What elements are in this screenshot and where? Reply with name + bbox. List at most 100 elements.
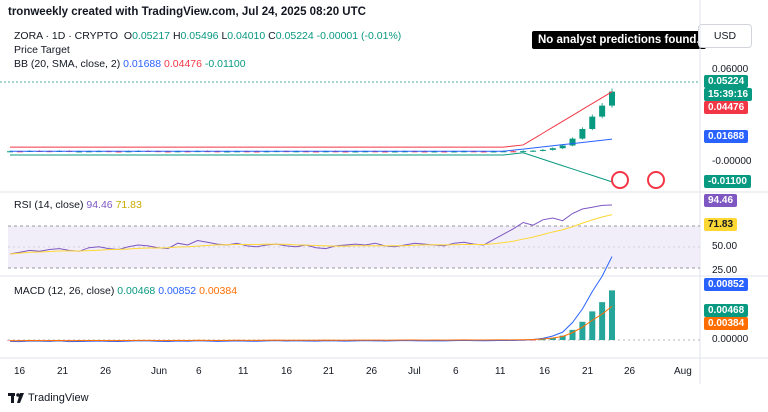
- footer-brand-text: TradingView: [28, 392, 89, 404]
- macd-hist-value: 0.00384: [199, 285, 238, 297]
- candle-body: [342, 151, 349, 153]
- macd-label: MACD (12, 26, close): [14, 285, 115, 297]
- no-analyst-banner: No analyst predictions found.: [532, 31, 706, 49]
- us-flag-event-icon[interactable]: [611, 171, 629, 189]
- candle-body: [164, 151, 171, 153]
- bb-lower-line: [10, 152, 613, 183]
- candle-body: [76, 151, 83, 153]
- rsi-ma-value: 71.83: [115, 199, 142, 211]
- macd-signal-value: 0.00852: [158, 285, 197, 297]
- open-label: O: [123, 30, 133, 42]
- candle-body: [382, 151, 389, 153]
- candle-body: [451, 151, 458, 153]
- time-axis-label: 16: [281, 366, 293, 377]
- time-axis-label: 21: [582, 366, 594, 377]
- time-axis-label: 11: [238, 366, 249, 377]
- candle-body: [480, 151, 487, 153]
- candle-body: [312, 151, 319, 153]
- candle-body: [391, 151, 398, 153]
- rsi-legend[interactable]: RSI (14, close) 94.46 71.83: [14, 199, 142, 211]
- macd-hist-bar: [589, 311, 596, 340]
- time-axis-label: Jul: [408, 366, 421, 377]
- candle-body: [510, 151, 517, 153]
- candle-body: [559, 145, 566, 149]
- symbol-legend: ZORA · 1D · CRYPTO O0.05217 H0.05496 L0.…: [14, 30, 401, 42]
- candle-body: [421, 151, 428, 153]
- bb-lower-tag: -0.01100: [704, 175, 751, 188]
- bb-upper-value: 0.04476: [164, 58, 202, 70]
- bb-basis-line: [10, 138, 613, 152]
- macd-line: [9, 256, 613, 343]
- bb-basis-tag: 0.01688: [704, 130, 749, 143]
- macd-hist-bar: [609, 290, 615, 340]
- open-value: 0.05217: [132, 30, 171, 42]
- time-axis-label: 16: [539, 366, 551, 377]
- bb-upper-line: [10, 91, 613, 148]
- time-axis-label: 26: [366, 366, 378, 377]
- candle-body: [352, 151, 359, 153]
- macd-legend[interactable]: MACD (12, 26, close) 0.00468 0.00852 0.0…: [14, 285, 237, 297]
- footer-brand[interactable]: TradingView: [8, 392, 89, 404]
- macd-hist-bar: [579, 321, 586, 340]
- time-axis-label: 16: [14, 366, 26, 377]
- bb-lower-value: -0.01100: [204, 58, 246, 70]
- candle-body: [589, 116, 596, 129]
- last-price-tag: 0.05224: [704, 75, 749, 88]
- rsi-ma-line: [9, 214, 613, 255]
- rsi-axis-25: 25.00: [712, 265, 738, 276]
- high-label: H: [172, 30, 181, 42]
- candle-body: [530, 150, 537, 152]
- rsi-value-tag: 94.46: [704, 194, 738, 207]
- candle-body: [549, 148, 556, 150]
- candle-body: [520, 151, 527, 153]
- tradingview-logo-icon: [8, 393, 24, 403]
- time-axis[interactable]: 16 21 26 Jun 6 11 16 21 26 Jul 6 11 16 21 26 Aug: [0, 366, 700, 380]
- time-axis-label: 6: [196, 366, 202, 377]
- close-value: 0.05224: [275, 30, 314, 42]
- rsi-ma-tag: 71.83: [704, 218, 738, 231]
- us-flag-event-icon-2[interactable]: [647, 171, 665, 189]
- price-axis-000: -0.00000: [712, 156, 752, 167]
- macd-axis-0: 0.00000: [712, 334, 749, 345]
- bb-upper-tag: 0.04476: [704, 101, 749, 114]
- countdown-tag: 15:39:16: [704, 88, 753, 101]
- high-value: 0.05496: [180, 30, 219, 42]
- low-label: L: [221, 30, 228, 42]
- close-label: C: [268, 30, 276, 42]
- time-axis-label: 21: [323, 366, 335, 377]
- bb-label: BB (20, SMA, close, 2): [14, 58, 121, 70]
- macd-value: 0.00468: [117, 285, 156, 297]
- bb-legend[interactable]: BB (20, SMA, close, 2) 0.01688 0.04476 -…: [14, 58, 246, 70]
- candle-body: [569, 138, 576, 146]
- time-axis-label: Aug: [674, 366, 692, 377]
- candle-body: [115, 151, 122, 153]
- candle-body: [490, 151, 497, 153]
- low-value: 0.04010: [227, 30, 266, 42]
- bb-basis-value: 0.01688: [123, 58, 162, 70]
- macd-hist-bar: [539, 339, 546, 341]
- macd-hist-tag: 0.00384: [704, 317, 749, 330]
- symbol-name[interactable]: ZORA · 1D · CRYPTO: [14, 30, 119, 42]
- price-target-label[interactable]: Price Target: [14, 44, 70, 56]
- macd-hist-bar: [530, 340, 537, 341]
- candle-body: [539, 149, 546, 151]
- currency-button[interactable]: USD: [698, 24, 752, 48]
- candle-body: [599, 105, 606, 117]
- rsi-value: 94.46: [86, 199, 113, 211]
- candle-body: [609, 91, 615, 106]
- macd-signal-line: [9, 305, 613, 342]
- time-axis-label: 21: [57, 366, 69, 377]
- macd-hist-bar: [7, 340, 13, 341]
- change-value: -0.00001 (-0.01%): [316, 30, 402, 42]
- macd-hist-bar: [599, 302, 606, 340]
- time-axis-label: 11: [495, 366, 506, 377]
- macd-hist-bar: [569, 329, 576, 340]
- time-axis-label: 6: [453, 366, 459, 377]
- candle-body: [253, 151, 260, 153]
- macd-signal-tag: 0.00852: [704, 278, 749, 291]
- macd-hist-bar: [549, 337, 556, 340]
- time-axis-label: Jun: [151, 366, 168, 377]
- candle-body: [431, 151, 438, 153]
- price-axis-060: 0.06000: [712, 64, 749, 75]
